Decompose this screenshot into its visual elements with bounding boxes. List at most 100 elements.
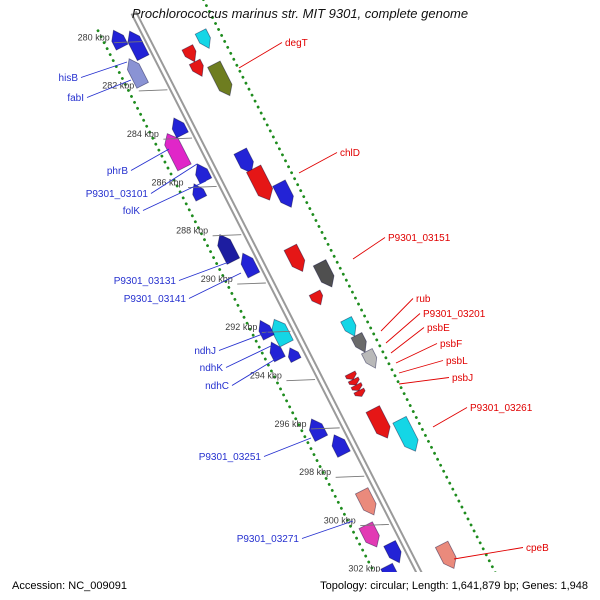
scale-tick-label: 302 kbp [348, 564, 380, 574]
gene-label-P9301_03271[interactable]: P9301_03271 [237, 534, 300, 545]
gene-label-ndhK[interactable]: ndhK [200, 363, 224, 374]
gene-arrow-chlD[interactable] [245, 164, 276, 204]
gene-label-hisB[interactable]: hisB [59, 73, 79, 84]
gene-arrow-unlabeled[interactable] [285, 345, 302, 363]
label-leader-line [432, 407, 468, 428]
label-leader-line [298, 152, 338, 174]
gene-arrow-P9301_03251[interactable] [328, 432, 351, 458]
gene-label-P9301_03141[interactable]: P9301_03141 [124, 294, 187, 305]
gene-arrow-degT[interactable] [207, 60, 236, 99]
label-leader-line [218, 331, 269, 351]
gene-arrow-P9301_03101[interactable] [192, 161, 213, 185]
gene-label-ndhC[interactable]: ndhC [205, 381, 229, 392]
tick-leader-line [163, 137, 193, 140]
gene-arrow-cpeB[interactable] [434, 540, 460, 572]
gene-label-phrB[interactable]: phrB [107, 166, 128, 177]
gene-label-rub[interactable]: rub [416, 294, 431, 305]
label-leader-line [385, 313, 421, 344]
gene-arrow-hisB[interactable] [124, 28, 150, 62]
map-title: Prochlorococcus marinus str. MIT 9301, c… [131, 6, 469, 21]
gene-arrow-unlabeled[interactable] [108, 27, 129, 51]
gene-arrow-P9301_03151[interactable] [312, 259, 338, 291]
status-summary: Topology: circular; Length: 1,641,879 bp… [320, 580, 588, 592]
gene-label-P9301_03101[interactable]: P9301_03101 [86, 189, 149, 200]
gene-arrow-unlabeled[interactable] [365, 405, 394, 442]
label-leader-line [301, 520, 354, 539]
scale-tick-label: 288 kbp [176, 226, 208, 236]
tick-leader-line [237, 282, 266, 285]
gene-arrow-rub[interactable] [340, 316, 360, 339]
gene-arrow-ndhJ[interactable] [268, 316, 294, 348]
label-leader-line [86, 79, 132, 98]
gene-arrow-P9301_03131[interactable] [214, 231, 241, 265]
gene-label-fabI[interactable]: fabI [67, 93, 84, 104]
scale-tick-label: 280 kbp [78, 32, 110, 42]
gene-label-P9301_03201[interactable]: P9301_03201 [423, 309, 486, 320]
gene-label-psbJ[interactable]: psbJ [452, 373, 473, 384]
label-leader-line [238, 42, 283, 69]
scale-tick-label: 298 kbp [299, 467, 331, 477]
scale-tick-label: 286 kbp [151, 177, 183, 187]
gene-label-psbF[interactable]: psbF [440, 339, 462, 350]
gene-arrow-unlabeled[interactable] [181, 44, 200, 65]
tick-leader-line [212, 234, 242, 237]
label-leader-line [398, 360, 444, 374]
gene-label-ndhJ[interactable]: ndhJ [194, 346, 216, 357]
gene-label-degT[interactable]: degT [285, 38, 308, 49]
gene-label-P9301_03131[interactable]: P9301_03131 [114, 276, 177, 287]
status-accession: Accession: NC_009091 [12, 580, 127, 592]
gene-arrow-unlabeled[interactable] [168, 115, 189, 139]
gene-arrow-unlabeled[interactable] [383, 539, 405, 566]
gene-arrow-unlabeled[interactable] [360, 348, 380, 371]
left-boundary-dotted-line [96, 29, 424, 600]
scale-tick-label: 292 kbp [225, 322, 257, 332]
right-boundary-dotted-line [192, 0, 520, 600]
gene-arrow-P9301_03261[interactable] [392, 415, 422, 454]
gene-arrow-P9301_03201[interactable] [350, 332, 370, 355]
gene-arrow-unlabeled[interactable] [194, 28, 214, 51]
label-leader-line [178, 261, 230, 281]
gene-arrow-P9301_03271[interactable] [358, 521, 383, 551]
gene-label-psbL[interactable]: psbL [446, 356, 468, 367]
gene-arrow-unlabeled[interactable] [283, 243, 309, 275]
tick-leader-line [114, 41, 143, 44]
scale-tick-label: 290 kbp [201, 274, 233, 284]
gene-arrow-psbL[interactable] [350, 382, 364, 394]
gene-arrow-psbF[interactable] [347, 376, 361, 388]
scale-tick-label: 300 kbp [324, 515, 356, 525]
gene-label-P9301_03251[interactable]: P9301_03251 [199, 452, 262, 463]
label-leader-line [395, 343, 438, 364]
label-leader-line [188, 272, 242, 299]
tick-leader-line [360, 524, 389, 527]
gene-arrow-psbJ[interactable] [353, 387, 367, 399]
gene-arrow-psbE[interactable] [344, 370, 358, 382]
gene-arrow-phrB[interactable] [161, 130, 192, 172]
label-leader-line [398, 377, 450, 385]
gene-arrow-ndhK[interactable] [255, 318, 275, 341]
gene-arrow-unlabeled[interactable] [233, 147, 258, 176]
scale-tick-label: 282 kbp [102, 81, 134, 91]
gene-arrow-unlabeled[interactable] [308, 289, 326, 308]
gene-arrow-folK[interactable] [189, 181, 208, 202]
gene-label-folK[interactable]: folK [123, 206, 141, 217]
gene-arrow-fabI[interactable] [123, 56, 149, 89]
label-leader-line [380, 298, 414, 332]
gene-label-psbE[interactable]: psbE [427, 323, 450, 334]
gene-arrow-ndhC[interactable] [266, 339, 286, 363]
label-leader-line [352, 237, 386, 260]
gene-arrow-unlabeled[interactable] [354, 487, 380, 519]
label-leader-line [225, 344, 274, 368]
gene-arrow-P9301_03141[interactable] [237, 250, 261, 279]
gene-label-cpeB[interactable]: cpeB [526, 543, 549, 554]
gene-label-P9301_03261[interactable]: P9301_03261 [470, 403, 533, 414]
label-leader-line [390, 327, 425, 354]
gene-arrow-unlabeled[interactable] [305, 416, 329, 443]
label-leader-line [130, 148, 170, 171]
gene-label-P9301_03151[interactable]: P9301_03151 [388, 233, 451, 244]
gene-label-chlD[interactable]: chlD [340, 148, 360, 159]
gene-arrow-unlabeled[interactable] [188, 58, 207, 79]
gene-arrow-unlabeled[interactable] [272, 179, 298, 211]
label-leader-line [142, 180, 207, 211]
